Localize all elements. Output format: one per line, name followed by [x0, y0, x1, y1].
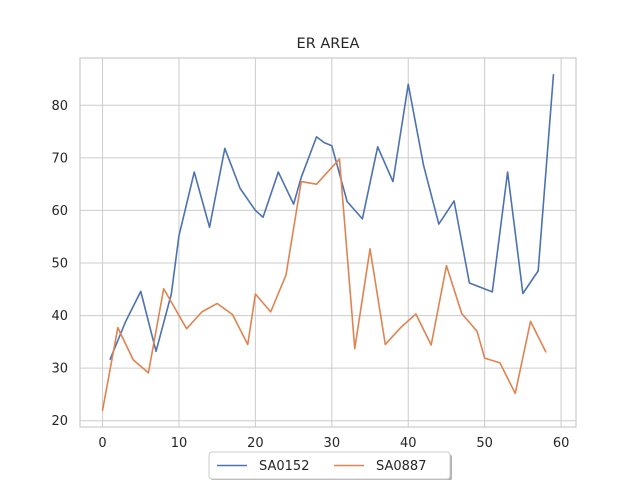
- x-tick-label: 20: [247, 436, 264, 451]
- x-tick-label: 40: [400, 436, 417, 451]
- y-tick-label: 50: [51, 257, 68, 272]
- legend-box: [208, 451, 451, 480]
- y-tick-label: 30: [51, 362, 68, 377]
- grid: [80, 58, 576, 427]
- series-line-sa0887: [101, 158, 547, 411]
- x-tick-label: 50: [476, 436, 493, 451]
- x-tick-label: 60: [553, 436, 570, 451]
- series-layer: [101, 74, 555, 411]
- series-line-sa0152: [109, 74, 555, 360]
- y-tick-label: 60: [51, 204, 68, 219]
- legend-label-sa0152: SA0152: [259, 459, 309, 474]
- x-tick-label: 30: [324, 436, 341, 451]
- chart-title: ER AREA: [297, 36, 360, 52]
- tick-labels: 0 10 20 30 40 50 60 20 30 40 50 60 70 80: [51, 99, 569, 451]
- y-tick-label: 40: [51, 309, 68, 324]
- y-tick-label: 80: [51, 99, 68, 114]
- legend-label-sa0887: SA0887: [376, 459, 426, 474]
- plot-frame: [79, 57, 577, 428]
- x-tick-label: 10: [171, 436, 188, 451]
- legend: SA0152 SA0887: [208, 451, 452, 480]
- x-tick-label: 0: [98, 436, 106, 451]
- y-tick-label: 70: [51, 151, 68, 166]
- y-tick-label: 20: [51, 414, 68, 429]
